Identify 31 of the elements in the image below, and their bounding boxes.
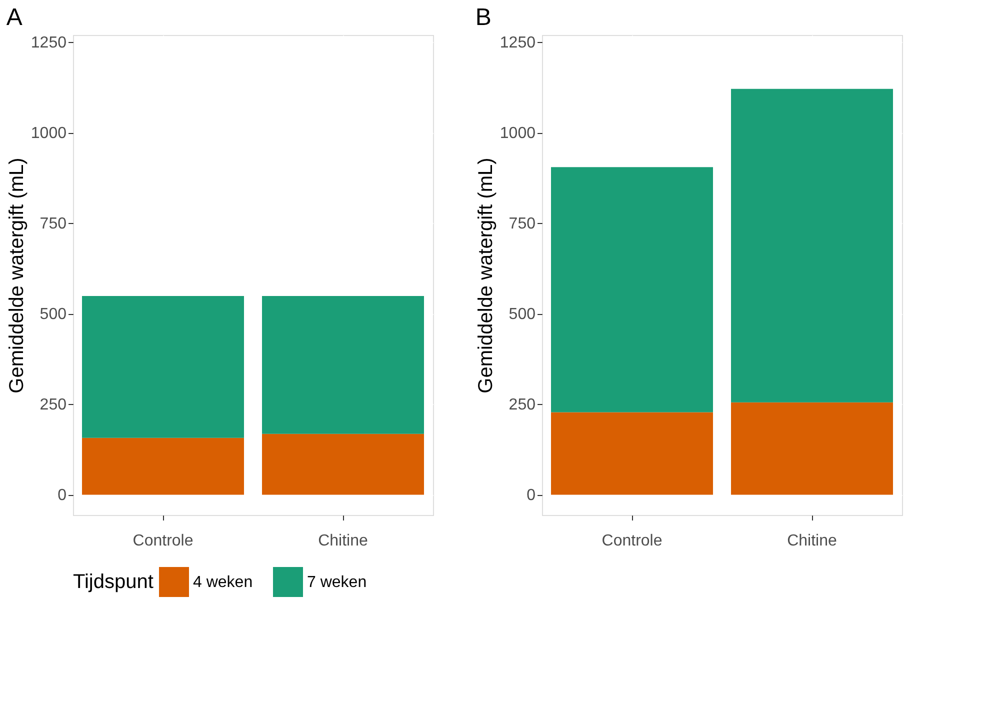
y-tick-label: 1250 [30, 34, 67, 52]
y-axis-title: Gemiddelde watergift (mL) [474, 158, 497, 394]
y-tick-label: 750 [508, 216, 536, 233]
legend-label: 4 weken [193, 574, 253, 591]
bar [82, 438, 244, 495]
y-axis-title: Gemiddelde watergift (mL) [6, 158, 28, 394]
y-tick-label: 500 [40, 306, 67, 324]
legend-label: 7 weken [307, 574, 367, 591]
chart-title: A [6, 4, 22, 32]
x-tick-label: Chitine [787, 532, 837, 550]
legend-title: Tijdspunt [73, 571, 154, 593]
y-tick-label: 250 [508, 396, 536, 414]
bar [551, 167, 713, 412]
bar [551, 412, 713, 495]
x-tick-label: Controle [602, 532, 662, 550]
bar [262, 296, 424, 434]
y-tick-label: 500 [508, 306, 536, 324]
bar [731, 402, 893, 495]
bar [82, 296, 244, 438]
chart-title: B [475, 4, 492, 32]
y-tick-label: 1250 [500, 34, 536, 52]
bar [731, 88, 893, 402]
x-tick-label: Controle [132, 532, 194, 550]
y-tick-label: 250 [40, 396, 67, 414]
bar [262, 434, 424, 495]
y-tick-label: 1000 [30, 125, 67, 142]
x-tick-label: Chitine [318, 532, 368, 550]
y-tick-label: 0 [526, 487, 536, 504]
y-tick-label: 0 [58, 487, 67, 504]
y-tick-label: 1000 [500, 125, 536, 142]
y-tick-label: 750 [40, 216, 67, 233]
